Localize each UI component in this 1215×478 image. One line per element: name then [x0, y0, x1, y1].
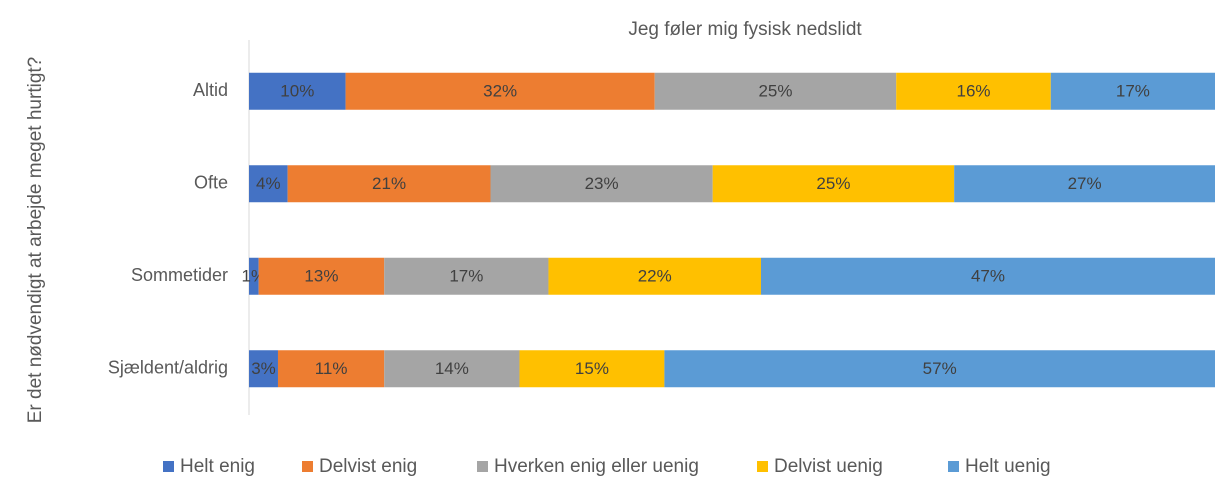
bar-segment	[519, 350, 665, 388]
y-tick-label: Altid	[193, 80, 228, 100]
bar-segment	[664, 350, 1215, 388]
bar-segment	[249, 165, 288, 203]
data-label: 21%	[372, 174, 406, 193]
bar-segment	[1050, 72, 1215, 110]
legend-swatch	[302, 461, 313, 472]
data-label: 25%	[816, 174, 850, 193]
bar-segment	[249, 350, 278, 388]
data-label: 32%	[483, 82, 517, 101]
y-tick-label: Sjældent/aldrig	[108, 358, 228, 378]
legend-swatch	[757, 461, 768, 472]
legend-label: Hverken enig eller uenig	[494, 456, 699, 477]
bar-segment	[384, 350, 520, 388]
data-label: 3%	[251, 359, 276, 378]
bar-segment	[345, 72, 655, 110]
bar-segment	[548, 257, 761, 295]
legend-label: Helt enig	[180, 456, 255, 477]
data-label: 13%	[304, 267, 338, 286]
bar-segment	[490, 165, 713, 203]
bar-segment	[896, 72, 1051, 110]
bar-segment	[384, 257, 549, 295]
y-axis-label: Er det nødvendigt at arbejde meget hurti…	[25, 56, 46, 424]
legend-swatch	[163, 461, 174, 472]
y-tick-label: Sommetider	[131, 265, 228, 285]
data-label: 23%	[585, 174, 619, 193]
bar-segment	[258, 257, 385, 295]
data-label: 17%	[449, 267, 483, 286]
data-label: 4%	[256, 174, 281, 193]
data-label: 27%	[1068, 174, 1102, 193]
legend-swatch	[948, 461, 959, 472]
bar-segment	[760, 257, 1215, 295]
bar-segment	[249, 257, 259, 295]
bar-segment	[654, 72, 897, 110]
chart-title: Jeg føler mig fysisk nedslidt	[628, 19, 862, 40]
data-label: 57%	[923, 359, 957, 378]
data-label: 16%	[956, 82, 990, 101]
data-label: 11%	[315, 359, 348, 378]
legend-swatch	[477, 461, 488, 472]
bar-segment	[954, 165, 1215, 203]
data-label: 17%	[1116, 82, 1150, 101]
data-label: 10%	[280, 82, 314, 101]
data-label: 14%	[435, 359, 469, 378]
legend-label: Delvist uenig	[774, 456, 883, 477]
bar-segment	[712, 165, 955, 203]
bar-segment	[277, 350, 385, 388]
data-label: 25%	[758, 82, 792, 101]
y-tick-label: Ofte	[194, 173, 228, 193]
data-label: 22%	[638, 267, 672, 286]
legend-label: Helt uenig	[965, 456, 1051, 477]
bar-segment	[287, 165, 491, 203]
data-label: 47%	[971, 267, 1005, 286]
legend-label: Delvist enig	[319, 456, 417, 477]
bar-segment	[249, 72, 346, 110]
data-label: 15%	[575, 359, 609, 378]
